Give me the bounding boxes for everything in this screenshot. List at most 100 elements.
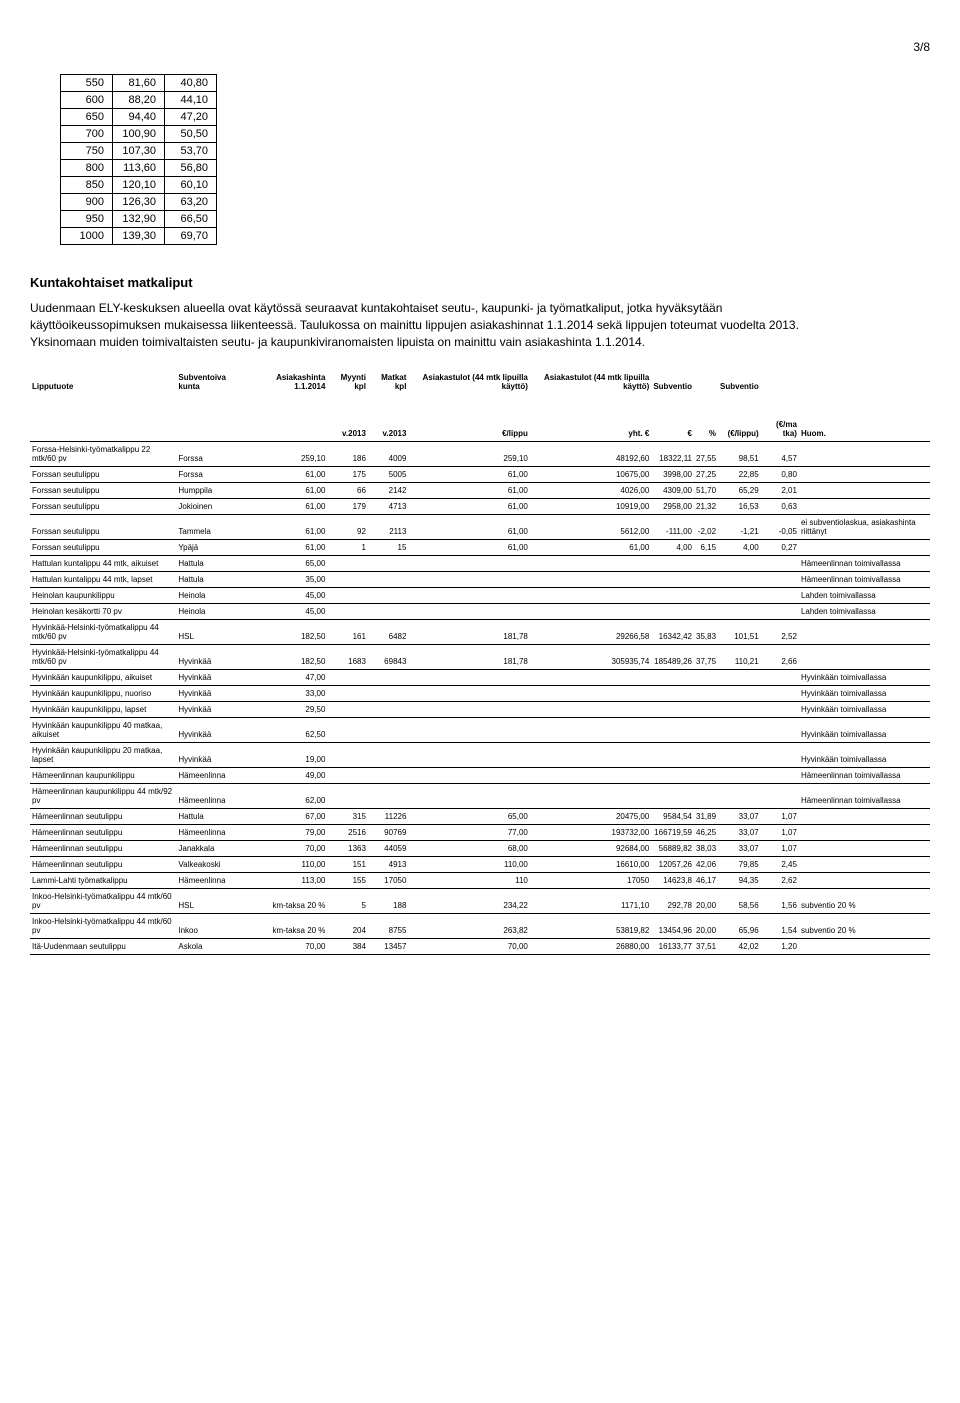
table-cell: 13454,96 [651,914,694,939]
table-cell: Hyvinkään toimivallassa [799,743,930,768]
table-cell: 204 [327,914,368,939]
table-cell: 15 [368,540,409,556]
table-cell: Hyvinkää [176,645,247,670]
table-cell: Hyvinkää [176,670,247,686]
table-cell: 20475,00 [530,809,651,825]
table-cell [327,556,368,572]
table-cell [799,857,930,873]
table-row: Forssan seutulippuJokioinen61,0017947136… [30,499,930,515]
table-cell: Hyvinkään kaupunkilippu, nuoriso [30,686,176,702]
price-cell: 550 [61,75,113,92]
table-cell [761,604,799,620]
column-header: Subventio [651,370,694,399]
table-cell: 35,00 [247,572,327,588]
table-cell: 48192,60 [530,442,651,467]
table-cell: 31,89 [694,809,718,825]
table-cell: 49,00 [247,768,327,784]
table-cell [368,743,409,768]
price-cell: 66,50 [165,211,217,228]
table-cell: Askola [176,939,247,955]
table-cell [327,702,368,718]
table-cell: Ypäjä [176,540,247,556]
sub-column-header: €/lippu [408,417,529,442]
table-cell [761,686,799,702]
table-cell: 1,54 [761,914,799,939]
table-cell: Hämeenlinnan seutulippu [30,825,176,841]
section-heading: Kuntakohtaiset matkaliput [30,275,930,290]
table-cell: 45,00 [247,588,327,604]
table-cell: 66 [327,483,368,499]
table-cell [368,556,409,572]
price-cell: 132,90 [113,211,165,228]
table-cell: 69843 [368,645,409,670]
table-cell: Hattula [176,809,247,825]
table-cell: 263,82 [408,914,529,939]
table-cell: 2,01 [761,483,799,499]
table-cell: 68,00 [408,841,529,857]
table-cell [651,686,694,702]
column-header: Matkat kpl [368,370,409,399]
price-cell: 600 [61,92,113,109]
table-cell: Forssa [176,442,247,467]
table-cell: 182,50 [247,645,327,670]
table-cell [651,743,694,768]
price-cell: 139,30 [113,228,165,245]
table-cell: 70,00 [247,841,327,857]
table-cell: Hyvinkään toimivallassa [799,686,930,702]
table-cell: 22,85 [718,467,761,483]
table-cell: HSL [176,620,247,645]
sub-column-header: yht. € [530,417,651,442]
table-cell: 16342,42 [651,620,694,645]
sub-column-header: € [651,417,694,442]
table-cell [799,809,930,825]
sub-column-header: v.2013 [327,417,368,442]
table-cell: 175 [327,467,368,483]
table-cell: 101,51 [718,620,761,645]
table-cell [718,768,761,784]
sub-column-header: (€/ma tka) [761,417,799,442]
table-cell [530,768,651,784]
table-cell: 61,00 [530,540,651,556]
table-cell [718,686,761,702]
table-cell: 92 [327,515,368,540]
table-cell: Lahden toimivallassa [799,604,930,620]
table-cell: Forssan seutulippu [30,540,176,556]
table-cell [761,556,799,572]
table-cell: 4,00 [718,540,761,556]
table-cell: km-taksa 20 % [247,914,327,939]
table-cell [368,604,409,620]
column-header: Subventoiva kunta [176,370,247,399]
table-cell: 12057,26 [651,857,694,873]
table-cell [799,442,930,467]
table-row: Hämeenlinnan seutulippuValkeakoski110,00… [30,857,930,873]
table-cell: 47,00 [247,670,327,686]
table-cell [530,702,651,718]
table-cell [530,556,651,572]
table-cell [761,718,799,743]
table-cell [718,718,761,743]
table-cell: 29,50 [247,702,327,718]
table-cell [694,686,718,702]
table-cell: Lammi-Lahti työmatkalippu [30,873,176,889]
table-cell: Humppila [176,483,247,499]
table-cell: 10919,00 [530,499,651,515]
sub-column-header: % [694,417,718,442]
price-cell: 800 [61,160,113,177]
column-header: Lipputuote [30,370,176,399]
table-cell: 1,07 [761,809,799,825]
table-cell [694,670,718,686]
table-cell: 62,00 [247,784,327,809]
table-row: Heinolan kesäkortti 70 pvHeinola45,00Lah… [30,604,930,620]
table-cell: 4,57 [761,442,799,467]
table-row: Hämeenlinnan kaupunkilippuHämeenlinna49,… [30,768,930,784]
table-cell: 1171,10 [530,889,651,914]
table-cell: 1,07 [761,841,799,857]
table-cell [530,572,651,588]
table-cell: 2,52 [761,620,799,645]
table-cell [799,873,930,889]
table-cell: Hyvinkää-Helsinki-työmatkalippu 44 mtk/6… [30,645,176,670]
table-cell [799,939,930,955]
price-cell: 63,20 [165,194,217,211]
table-cell: Hattula [176,556,247,572]
table-row: Hämeenlinnan seutulippuHämeenlinna79,002… [30,825,930,841]
